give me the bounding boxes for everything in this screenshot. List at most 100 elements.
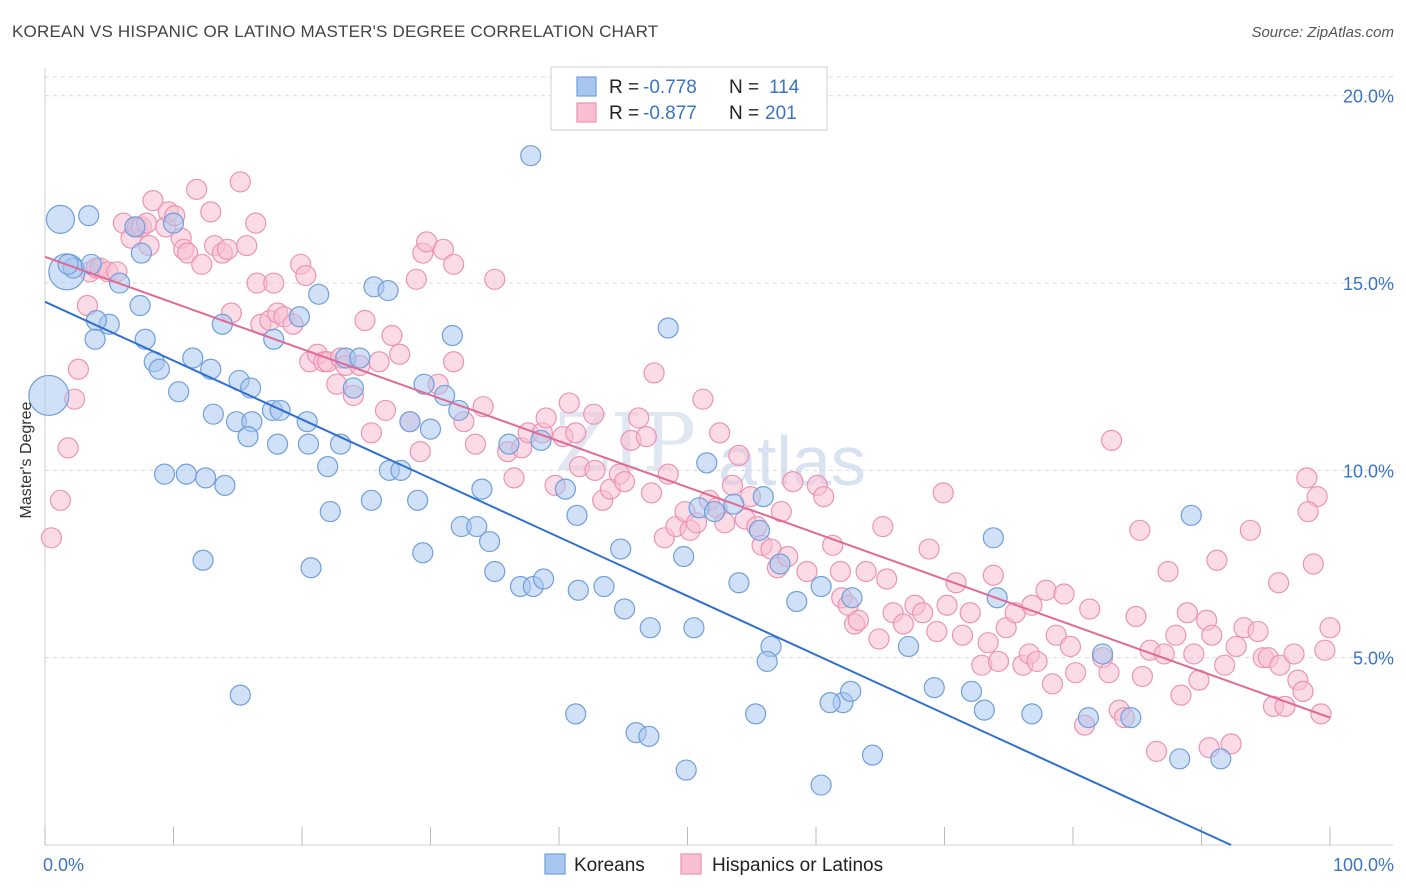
hispanic-point-31	[229, 171, 251, 193]
legend-stats: R = -0.778 N = 114 R = -0.877 N = 201	[550, 66, 828, 131]
korean-point-47	[377, 279, 399, 302]
korean-point-69	[520, 145, 542, 167]
hispanic-point-52	[354, 309, 376, 332]
korean-point-3	[78, 205, 100, 227]
x-tick-label-1: 100.0%	[1333, 855, 1394, 875]
hispanic-point-150	[1045, 624, 1067, 646]
korean-point-52	[407, 489, 429, 511]
korean-point-7	[124, 216, 146, 238]
korean-point-93	[819, 692, 841, 714]
korean-point-29	[237, 426, 259, 448]
legend-n-label-1: N =	[729, 103, 759, 124]
hispanic-point-141	[982, 564, 1004, 586]
hispanic-point-169	[1183, 643, 1205, 665]
korean-point-2	[28, 374, 70, 417]
hispanic-point-184	[1274, 695, 1296, 717]
hispanic-point-138	[959, 602, 981, 624]
axes	[44, 68, 1393, 846]
hispanic-point-135	[936, 594, 958, 616]
korean-point-55	[419, 418, 442, 440]
legend-r-label-1: R =	[609, 103, 639, 124]
korean-point-50	[390, 459, 412, 481]
hispanic-point-123	[847, 609, 870, 631]
korean-point-8	[162, 212, 185, 234]
hispanic-point-172	[1201, 624, 1223, 646]
korean-point-39	[288, 306, 311, 328]
legend-swatch-hispanics	[576, 102, 597, 123]
hispanic-point-119	[829, 560, 852, 583]
korean-point-67	[530, 429, 552, 451]
hispanic-point-174	[1214, 654, 1236, 676]
korean-point-44	[342, 377, 364, 399]
hispanic-point-99	[692, 388, 714, 410]
tick-labels: 5.0% 10.0% 15.0% 20.0%	[1343, 87, 1394, 669]
korean-point-61	[471, 478, 493, 500]
korean-point-84	[752, 485, 774, 508]
hispanic-point-24	[186, 178, 208, 200]
x-tick-label-0: 0.0%	[43, 855, 84, 875]
korean-point-30	[266, 433, 289, 455]
hispanic-point-129	[892, 613, 914, 635]
legend-box	[550, 66, 828, 131]
hispanic-point-92	[643, 362, 665, 384]
y-tick-label-1: 10.0%	[1343, 461, 1394, 481]
hispanic-point-193	[1292, 680, 1314, 703]
hispanic-point-70	[484, 268, 506, 290]
bottom-legend-swatch-koreans	[544, 853, 566, 875]
korean-point-57	[441, 324, 463, 347]
hispanic-point-175	[1220, 733, 1242, 755]
hispanic-point-25	[191, 253, 213, 275]
korean-point-75	[613, 598, 636, 620]
legend-n-value-0: 114	[769, 77, 800, 98]
chart-title: KOREAN VS HISPANIC OR LATINO MASTER'S DE…	[12, 22, 659, 41]
hispanic-point-190	[1314, 639, 1336, 661]
hispanic-point-124	[855, 560, 877, 583]
hispanic-point-155	[1079, 598, 1101, 620]
korean-point-80	[703, 500, 726, 523]
korean-point-14	[84, 328, 106, 350]
hispanic-point-127	[876, 568, 898, 590]
hispanic-point-142	[987, 650, 1010, 673]
hispanic-point-42	[295, 264, 317, 287]
korean-point-34	[153, 463, 176, 485]
korean-point-109	[565, 703, 587, 725]
hispanic-point-151	[1053, 583, 1075, 605]
korean-trend-line	[44, 300, 1232, 846]
hispanic-point-161	[1131, 665, 1153, 688]
source-label: Source: ZipAtlas.com	[1251, 24, 1394, 41]
korean-point-116	[675, 759, 697, 781]
korean-point-72	[567, 579, 589, 601]
hispanic-point-83	[584, 459, 606, 481]
korean-point-76	[657, 317, 679, 339]
hispanic-point-173	[1206, 549, 1228, 571]
hispanic-point-72	[503, 467, 525, 489]
hispanic-point-191	[1319, 617, 1341, 639]
y-tick-label-2: 15.0%	[1343, 274, 1394, 294]
korean-point-38	[308, 283, 330, 305]
hispanic-point-32	[236, 234, 258, 257]
hispanic-point-54	[368, 351, 390, 373]
hispanic-point-198	[1267, 572, 1290, 594]
korean-point-15	[134, 328, 156, 350]
hispanic-point-115	[796, 560, 818, 583]
hispanic-point-126	[872, 515, 894, 538]
hispanic-point-152	[1059, 635, 1082, 658]
hispanic-point-160	[1125, 605, 1147, 628]
hispanic-point-105	[728, 444, 750, 466]
korean-point-112	[300, 557, 322, 579]
korean-point-31	[297, 433, 320, 455]
hispanic-trend-line	[44, 255, 1331, 719]
korean-point-102	[1021, 703, 1043, 725]
korean-point-58	[448, 399, 470, 422]
hispanic-point-163	[1145, 740, 1168, 762]
korean-point-85	[748, 519, 771, 541]
hispanic-point-149	[1041, 673, 1064, 695]
hispanic-point-185	[1283, 643, 1305, 665]
hispanic-point-82	[583, 403, 605, 425]
hispanic-point-79	[558, 392, 580, 414]
korean-point-94	[840, 680, 862, 703]
korean-point-18	[182, 347, 204, 369]
korean-point-24	[202, 403, 224, 425]
korean-point-35	[175, 463, 197, 485]
hispanic-point-65	[443, 253, 465, 275]
